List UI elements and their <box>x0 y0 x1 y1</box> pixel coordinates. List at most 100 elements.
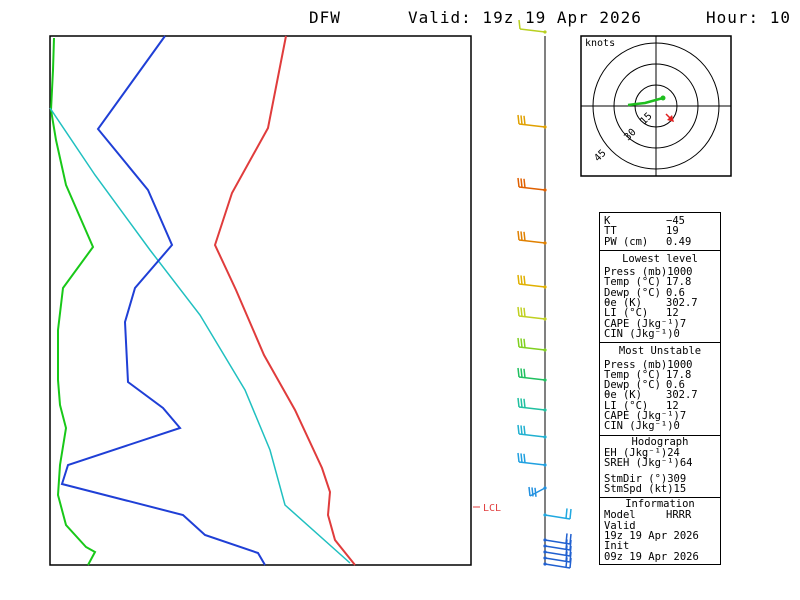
index-label: LI (°C) <box>604 307 649 320</box>
wind-barb-feather <box>517 177 520 188</box>
unstable-row: CAPE (Jkg⁻¹) 7 <box>600 410 720 423</box>
wind-barb-feather <box>523 368 526 378</box>
info-row: 19z 19 Apr 2026 <box>600 530 720 543</box>
wind-barb-feather <box>520 275 523 285</box>
valid-time-label: Valid: 19z 19 Apr 2026 <box>408 8 642 27</box>
index-label: Temp (°C) <box>604 368 661 381</box>
index-label: Press (mb) <box>604 266 668 279</box>
wind-barb-feather <box>523 178 526 188</box>
information-rows: Model HRRR Valid 19z 19 Apr 2026 Init 09z 19 … <box>600 510 720 562</box>
indices-panel: K −45 TT 19 PW (cm) 0.49 Lowest level Press (… <box>599 212 721 565</box>
wind-barb-feather <box>520 368 523 378</box>
forecast-hour-label: Hour: 10 <box>706 8 792 27</box>
storm-row: StmDir (°) 309 <box>600 472 720 485</box>
info-row: 09z 19 Apr 2026 <box>600 551 720 562</box>
wind-barb-feather <box>518 19 521 30</box>
index-label: StmSpd (kt) <box>604 482 674 495</box>
wind-barb-feather <box>520 453 523 463</box>
wind-barb-feather <box>569 557 572 569</box>
unstable-row: Dewp (°C) 0.6 <box>600 379 720 392</box>
index-label: EH (Jkg⁻¹) <box>604 446 668 459</box>
storm-row: StmSpd (kt) 15 <box>600 482 720 495</box>
index-value: 0.6 <box>666 379 685 392</box>
wind-barb-feather <box>523 231 526 241</box>
hodo-row: SREH (Jkg⁻¹) 64 <box>600 457 720 470</box>
index-value: 24 <box>667 446 680 459</box>
index-label: θe (K) <box>604 297 642 310</box>
temperature-line <box>213 35 356 566</box>
wind-barb-feather <box>517 230 520 241</box>
index-label: Press (mb) <box>604 358 668 371</box>
index-label: StmDir (°) <box>604 472 668 485</box>
index-label: Init <box>604 540 630 553</box>
index-value: 12 <box>666 399 679 412</box>
wind-barb-feather <box>565 508 568 519</box>
index-label: CAPE (Jkg⁻¹) <box>604 317 680 330</box>
index-label: CIN (Jkg⁻¹) <box>604 420 674 433</box>
wind-barb-feather <box>523 307 526 317</box>
wind-barb-shaft <box>518 461 546 466</box>
lowest-row: Dewp (°C) 0.6 <box>600 286 720 299</box>
wind-barb-feather <box>520 178 523 188</box>
unstable-row: θe (K) 302.7 <box>600 389 720 402</box>
index-value: −45 <box>666 215 685 227</box>
index-label: θe (K) <box>604 389 642 402</box>
wind-barb-column <box>517 19 572 569</box>
wind-barb-feather <box>517 397 520 408</box>
index-value: 15 <box>673 482 687 495</box>
wind-barb-feather <box>520 307 523 317</box>
most-unstable-title: Most Unstable <box>618 345 702 358</box>
wind-barb-feather <box>520 231 523 241</box>
unstable-row: Press (mb) 1000 <box>600 358 720 371</box>
wind-barb-feather <box>531 487 534 497</box>
dewpoint-line <box>60 35 266 566</box>
most-unstable-indices: Press (mb) 1000 Temp (°C) 17.8 Dewp (°C) 0.6 θ… <box>600 358 720 433</box>
info-row: Model HRRR <box>600 510 720 521</box>
index-label: CIN (Jkg⁻¹) <box>604 327 674 340</box>
index-label: LI (°C) <box>604 399 649 412</box>
wind-barb-shaft <box>519 28 546 33</box>
lowest-row: Temp (°C) 17.8 <box>600 276 720 289</box>
unstable-row: CIN (Jkg⁻¹) 0 <box>600 420 720 433</box>
index-value: 17.8 <box>666 276 692 289</box>
index-value: 1000 <box>667 266 693 279</box>
wind-barb-shaft <box>518 283 546 288</box>
index-value: 0.6 <box>666 286 685 299</box>
wind-barb-feather <box>523 425 526 435</box>
lowest-row: CIN (Jkg⁻¹) 0 <box>600 327 720 340</box>
parcel-line <box>49 107 351 564</box>
wind-barb-feather <box>520 115 523 125</box>
index-label: Dewp (°C) <box>604 379 661 392</box>
index-value: 7 <box>679 410 687 423</box>
wind-barb-feather <box>517 306 520 317</box>
wind-barb-feather <box>569 508 572 520</box>
wind-barb-feather <box>528 486 531 497</box>
index-label: PW (cm) <box>604 235 649 248</box>
hodo-row: EH (Jkg⁻¹) 24 <box>600 446 720 459</box>
wind-barb-shaft <box>518 315 546 320</box>
wind-barb-feather <box>517 337 520 348</box>
lowest-row: LI (°C) 12 <box>600 307 720 320</box>
index-label: 19z 19 Apr 2026 <box>604 530 699 543</box>
wind-barb-feather <box>517 274 520 285</box>
wind-barb-feather <box>523 115 526 125</box>
hodograph-wind-point <box>660 95 666 101</box>
wind-barb-feather <box>565 557 568 568</box>
wind-barb-shaft <box>518 239 546 244</box>
wind-barb-shaft <box>518 433 546 438</box>
info-row: Init <box>600 540 720 553</box>
index-label: TT <box>604 225 617 238</box>
information-title: Information <box>625 498 695 511</box>
wind-barb-feather <box>520 338 523 348</box>
storm-motion-indices: StmDir (°) 309 StmSpd (kt) 15 <box>600 472 720 495</box>
left-trace-line <box>49 37 97 566</box>
index-value: 1000 <box>667 358 693 371</box>
index-label: SREH (Jkg⁻¹) <box>604 457 680 470</box>
index-label: Temp (°C) <box>604 276 661 289</box>
lowest-row: Press (mb) 1000 <box>600 266 720 279</box>
wind-barb-feather <box>523 338 526 348</box>
index-label: K <box>604 215 611 227</box>
index-value: 7 <box>679 317 687 330</box>
index-value <box>699 531 716 541</box>
